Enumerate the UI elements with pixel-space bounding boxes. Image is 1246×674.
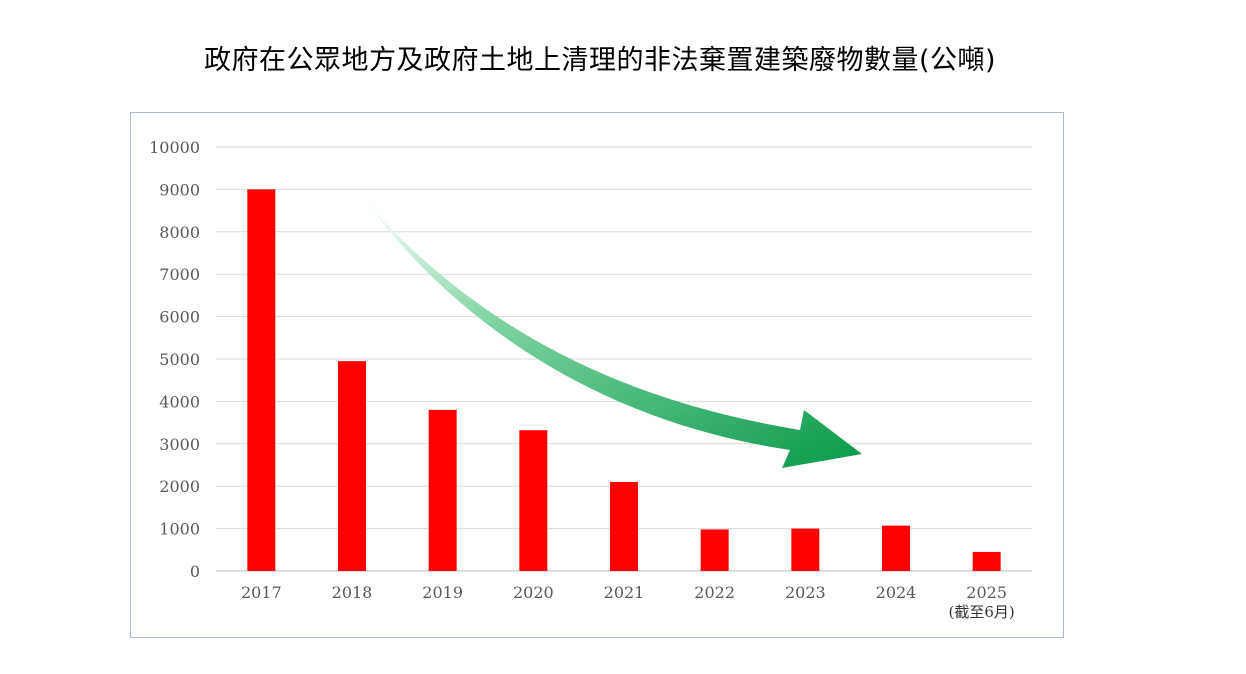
bar-2020 [519,430,548,571]
bar-2025 [972,551,1001,571]
y-tick-label: 4000 [159,392,200,411]
bar-2024 [882,525,910,571]
x-tick-label: 2017 [241,583,282,602]
x-tick-label: 2018 [332,583,373,602]
bar-2021 [610,481,638,571]
bar-2018 [338,361,366,571]
y-tick-label: 8000 [159,223,200,242]
y-tick-label: 0 [190,562,200,581]
y-tick-label: 9000 [159,180,200,199]
trend-arrow [366,202,862,468]
bar-2023 [791,528,820,571]
y-tick-label: 1000 [159,520,200,539]
y-tick-label: 6000 [159,308,200,327]
x-tick-note: (截至6月) [949,603,1015,621]
x-tick-label: 2019 [422,583,463,602]
y-tick-label: 2000 [159,477,200,496]
gridlines [216,146,1032,572]
y-axis-ticks: 0 1000 2000 3000 4000 5000 6000 7000 8000 9000 100… [149,138,200,581]
y-tick-label: 10000 [149,138,200,157]
x-tick-label: 2024 [876,583,917,602]
bar-2019 [428,409,457,571]
y-tick-label: 7000 [159,265,200,284]
x-tick-label: 2023 [785,583,826,602]
x-tick-label: 2020 [513,583,554,602]
chart-title: 政府在公眾地方及政府土地上清理的非法棄置建築廢物數量(公噸) [203,45,997,76]
x-tick-label: 2021 [604,583,645,602]
x-axis-ticks: 2017 2018 2019 2020 2021 2022 2023 2024 2025(截至6… [241,583,1015,621]
x-tick-label: 2022 [694,583,735,602]
bar-2017 [247,189,276,571]
bar-2022 [700,529,729,571]
y-tick-label: 3000 [159,435,200,454]
bars [247,189,1001,571]
x-tick-label: 2025 [966,583,1007,602]
y-tick-label: 5000 [159,350,200,369]
